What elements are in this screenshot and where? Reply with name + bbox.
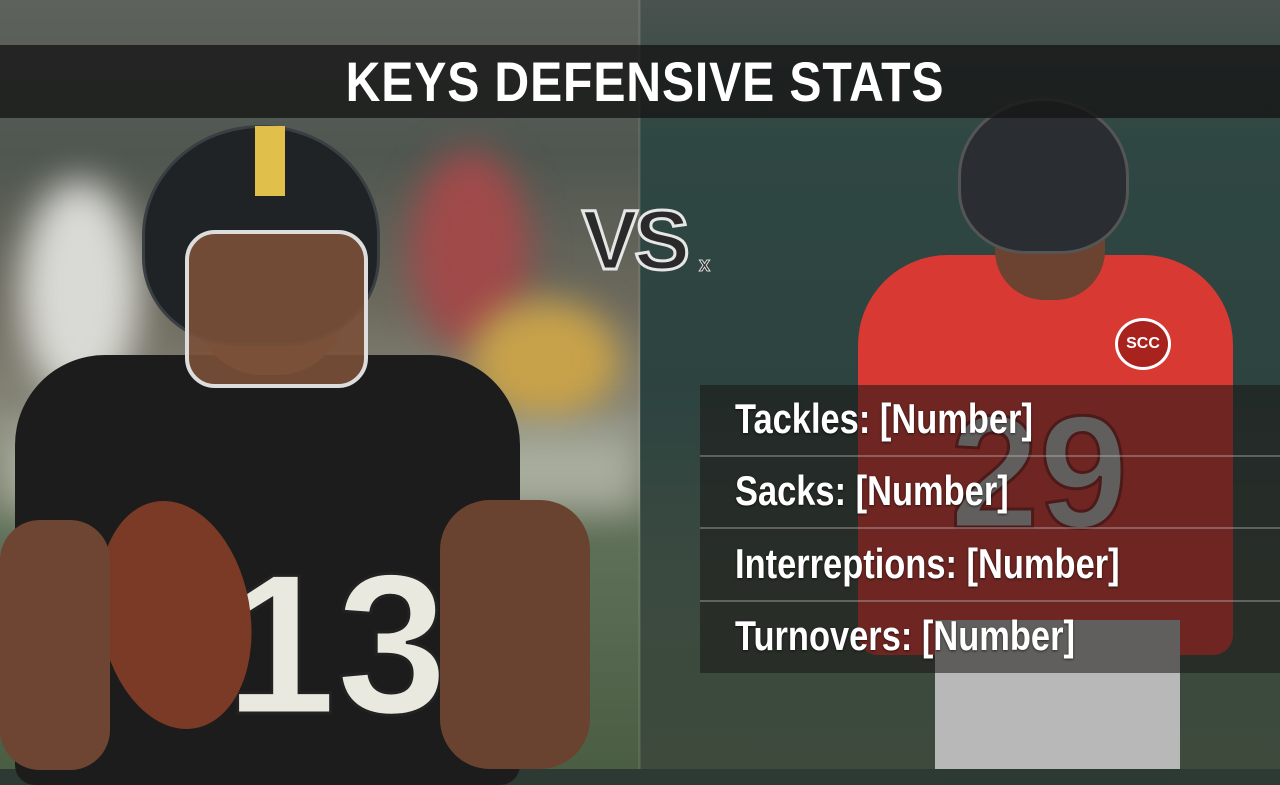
helmet-stripe: [255, 126, 285, 196]
page-title: KEYS DEFENSIVE STATS: [345, 50, 945, 113]
split-divider: [638, 0, 641, 769]
stat-turnovers: Turnovers: [Number]: [735, 612, 1075, 659]
arm: [0, 520, 110, 770]
right-player-helmet: [958, 98, 1129, 254]
team-logo: SCC: [1115, 318, 1171, 370]
stat-interceptions: Interreptions: [Number]: [735, 540, 1120, 587]
title-bar: [0, 45, 1280, 118]
facemask: [185, 230, 368, 388]
stat-separator: [700, 455, 1280, 457]
stat-separator: [700, 527, 1280, 529]
vs-suffix: x: [698, 254, 711, 277]
vs-label: VS: [580, 192, 691, 289]
arm: [440, 500, 590, 769]
stat-tackles: Tackles: [Number]: [735, 395, 1033, 442]
stats-panel: [700, 385, 1280, 673]
stat-sacks: Sacks: [Number]: [735, 467, 1009, 514]
left-jersey-number: 13: [223, 532, 448, 758]
stat-separator: [700, 600, 1280, 602]
